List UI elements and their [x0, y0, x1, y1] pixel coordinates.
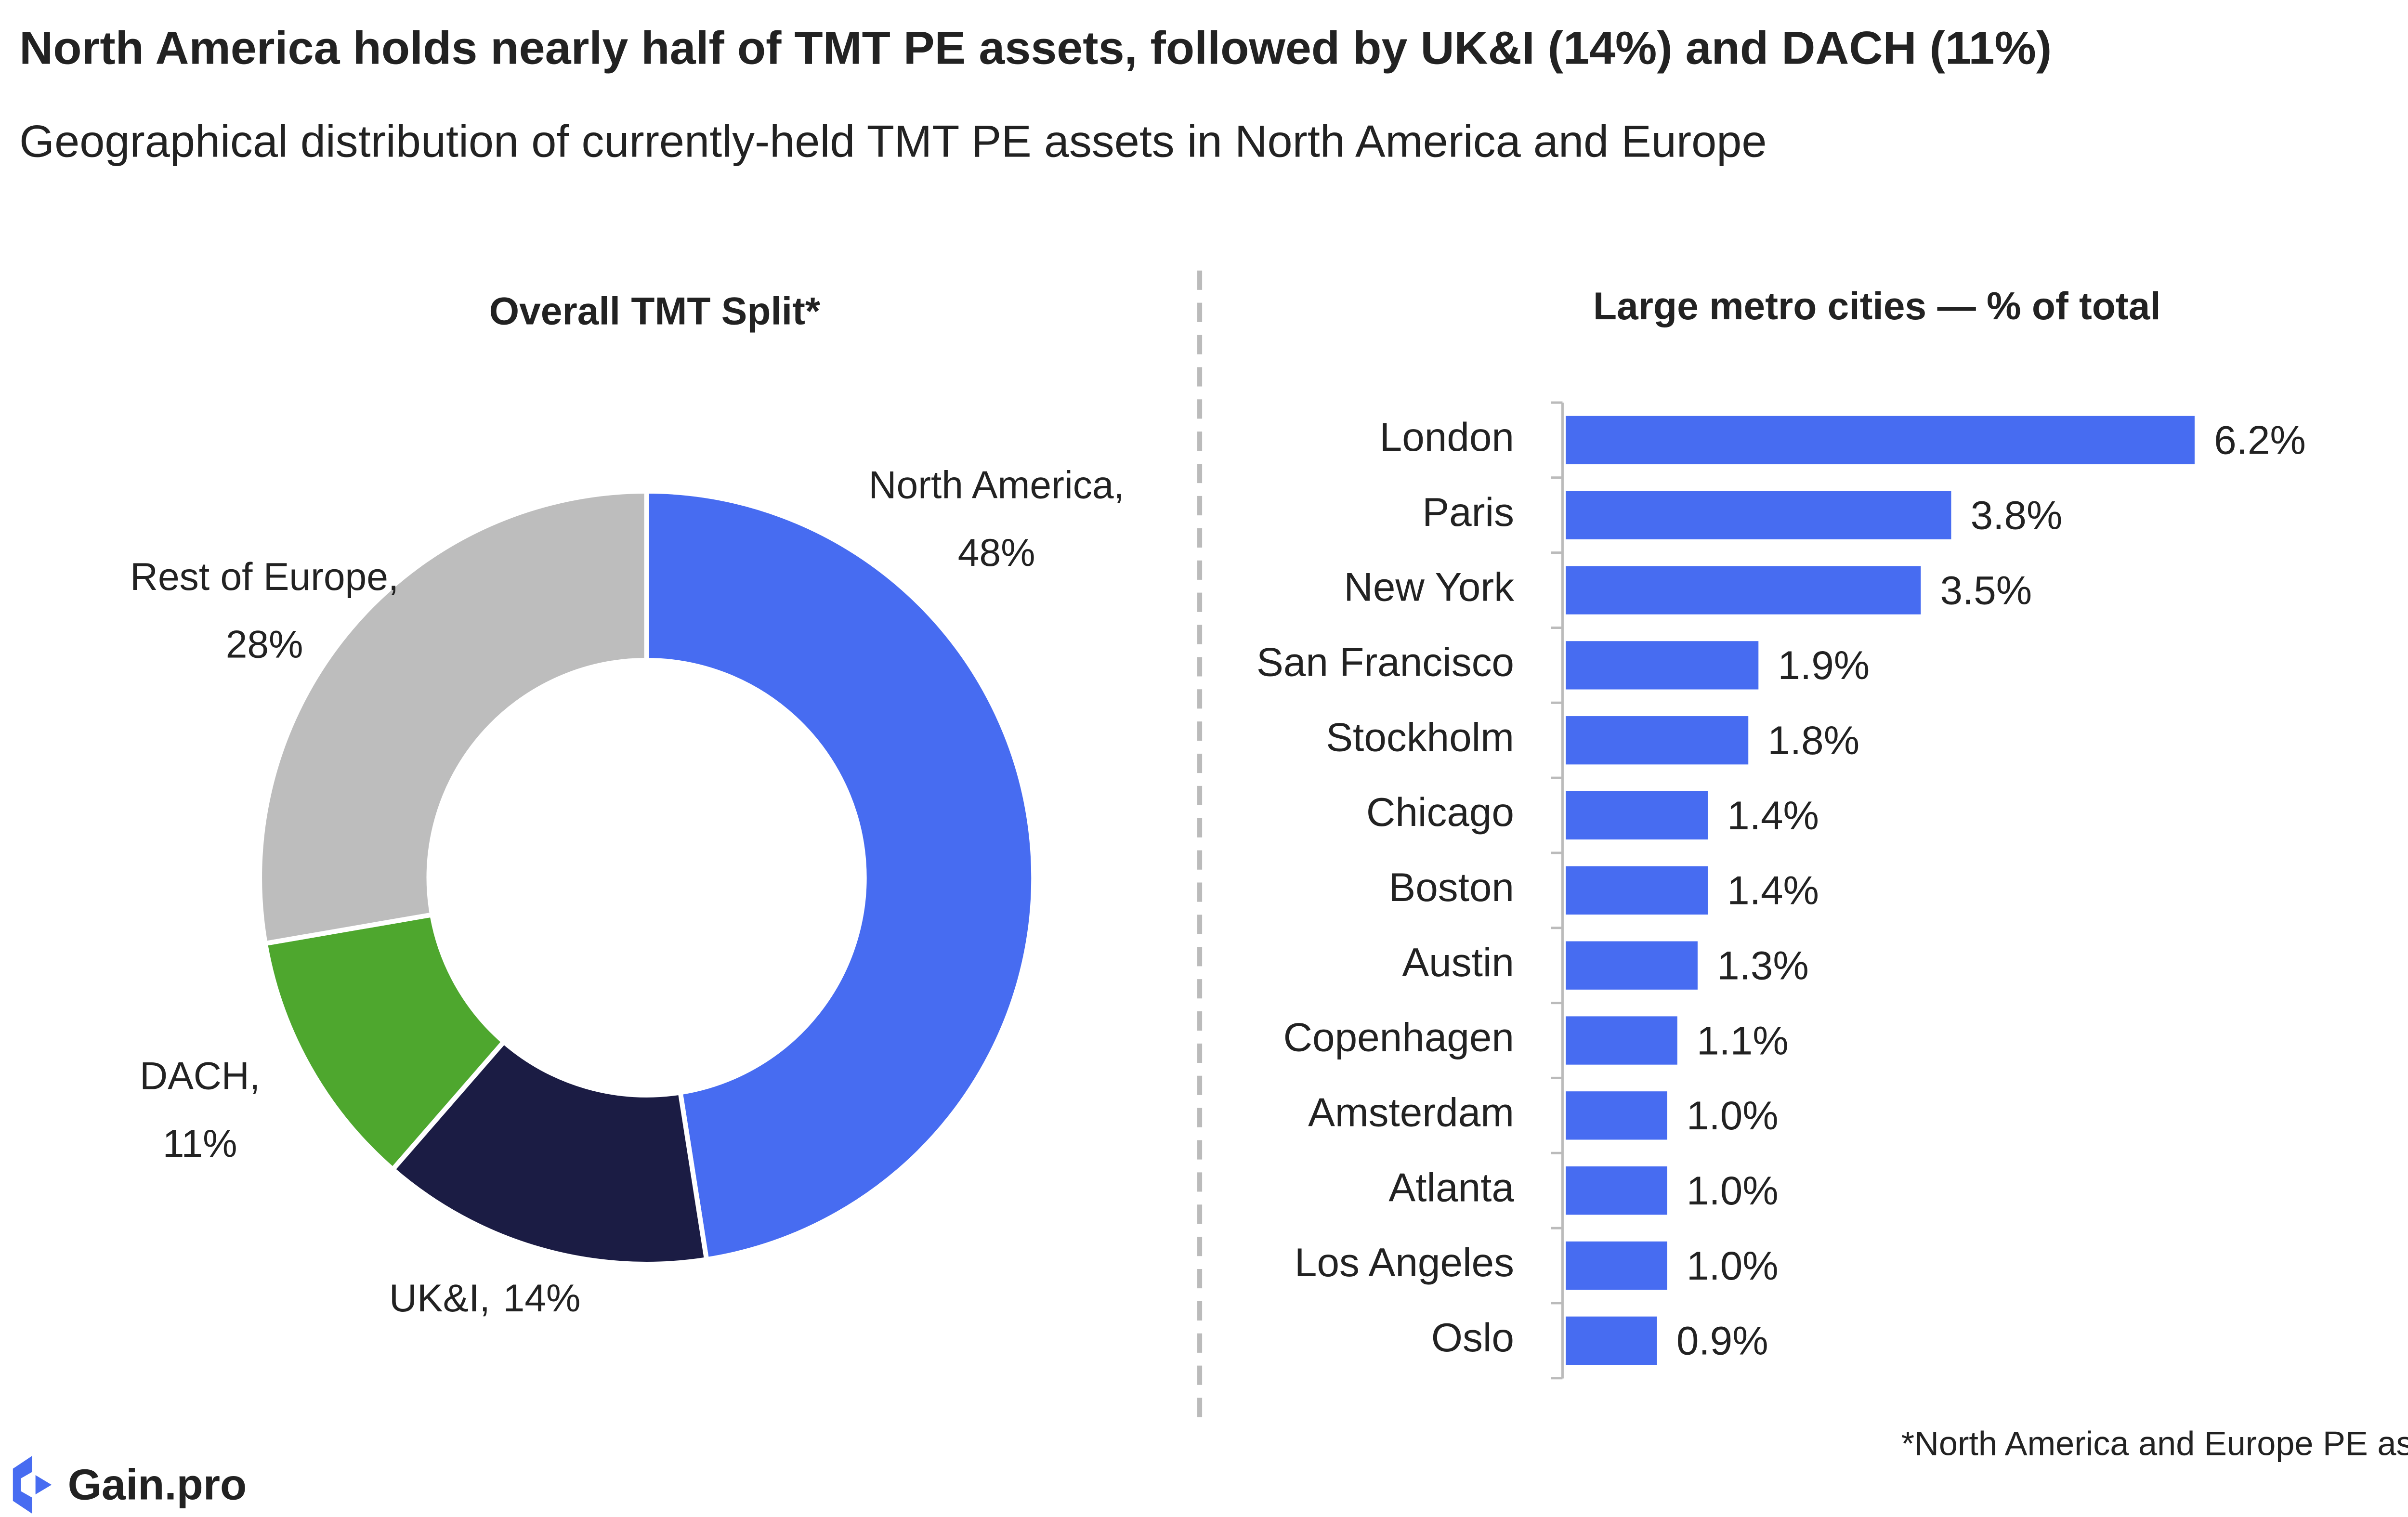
bar	[1566, 491, 1951, 539]
subtitle: Geographical distribution of currently-h…	[19, 116, 1767, 167]
y-tick-label: Austin	[1402, 940, 1514, 985]
logo-icon	[13, 1455, 52, 1514]
value-label: 1.4%	[1727, 868, 1819, 913]
value-label: 0.9%	[1676, 1318, 1768, 1363]
bar	[1566, 641, 1759, 690]
donut-segment	[257, 488, 649, 946]
value-label: 3.8%	[1971, 493, 2063, 538]
segment-label: DACH,	[140, 1055, 260, 1098]
value-label: 6.2%	[2214, 418, 2306, 463]
segment-label: UK&I,	[389, 1277, 490, 1320]
donut-segment	[262, 912, 508, 1173]
bar	[1566, 1016, 1677, 1065]
bar-title: Large metro cities — % of total	[1593, 285, 2161, 328]
bar	[1566, 791, 1708, 840]
y-tick-label: Oslo	[1431, 1315, 1514, 1360]
bar	[1566, 566, 1921, 615]
segment-value-label: 14%	[503, 1277, 581, 1320]
donut-segment	[389, 1038, 709, 1267]
value-label: 1.0%	[1687, 1168, 1779, 1213]
value-label: 1.0%	[1687, 1243, 1779, 1288]
value-label: 1.1%	[1697, 1018, 1789, 1063]
segment-value-label: 28%	[226, 623, 303, 667]
y-tick-label: Los Angeles	[1295, 1240, 1514, 1285]
segment-value-label: 11%	[163, 1122, 237, 1165]
bar	[1566, 716, 1749, 765]
y-tick-label: Boston	[1388, 864, 1514, 910]
bar	[1566, 866, 1708, 915]
y-tick-label: Atlanta	[1388, 1164, 1514, 1210]
y-tick-label: Copenhagen	[1283, 1015, 1514, 1060]
y-tick-label: Amsterdam	[1308, 1089, 1514, 1135]
value-label: 3.5%	[1940, 567, 2032, 613]
bar	[1566, 1166, 1667, 1215]
value-label: 1.3%	[1717, 943, 1809, 988]
value-label: 1.9%	[1778, 642, 1870, 688]
value-label: 1.0%	[1687, 1093, 1779, 1138]
bar	[1566, 941, 1698, 990]
title: North America holds nearly half of TMT P…	[19, 22, 2052, 74]
donut-title: Overall TMT Split*	[489, 289, 821, 333]
segment-label: North America,	[869, 463, 1125, 507]
y-tick-label: Chicago	[1366, 789, 1514, 835]
bar	[1566, 1091, 1667, 1140]
bar	[1566, 416, 2195, 465]
y-tick-label: Stockholm	[1326, 714, 1514, 759]
logo: Gain.pro	[68, 1461, 247, 1509]
y-tick-label: New York	[1344, 564, 1514, 610]
y-tick-label: Paris	[1422, 489, 1514, 535]
y-tick-label: San Francisco	[1256, 640, 1514, 685]
value-label: 1.8%	[1767, 718, 1859, 763]
donut-segment	[644, 488, 1036, 1263]
bar	[1566, 1316, 1657, 1365]
value-label: 1.4%	[1727, 793, 1819, 838]
footnote: *North America and Europe PE assets	[1901, 1424, 2408, 1462]
bar	[1566, 1241, 1667, 1290]
segment-label: Rest of Europe,	[130, 555, 399, 599]
segment-value-label: 48%	[958, 531, 1035, 575]
y-tick-label: London	[1380, 414, 1514, 459]
